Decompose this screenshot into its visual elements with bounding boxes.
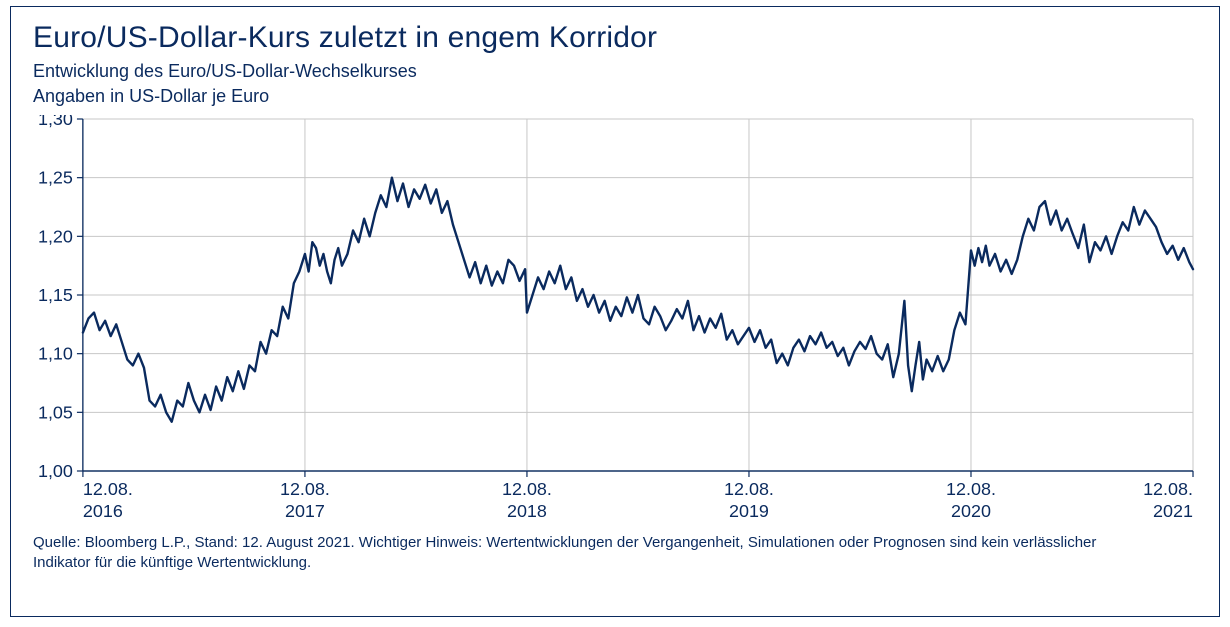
x-tick-label-line1: 12.08. [83, 479, 133, 499]
x-tick-label-line1: 12.08. [1143, 479, 1193, 499]
chart-subtitle: Entwicklung des Euro/US-Dollar-Wechselku… [33, 60, 1197, 83]
y-tick-label: 1,15 [38, 285, 73, 305]
x-tick-label-line2: 2018 [507, 501, 547, 521]
series-line-eurusd [83, 177, 1193, 421]
chart-unit-label: Angaben in US-Dollar je Euro [33, 85, 1197, 108]
y-tick-label: 1,05 [38, 402, 73, 422]
x-tick-label-line2: 2021 [1153, 501, 1193, 521]
line-chart: 1,001,051,101,151,201,251,3012.08.201612… [33, 115, 1197, 525]
chart-frame: Euro/US-Dollar-Kurs zuletzt in engem Kor… [10, 6, 1220, 617]
x-tick-label-line2: 2017 [285, 501, 325, 521]
x-tick-label-line2: 2020 [951, 501, 991, 521]
page: Euro/US-Dollar-Kurs zuletzt in engem Kor… [0, 0, 1230, 627]
y-tick-label: 1,30 [38, 115, 73, 129]
chart-title: Euro/US-Dollar-Kurs zuletzt in engem Kor… [33, 21, 1197, 54]
x-tick-label-line2: 2019 [729, 501, 769, 521]
x-tick-label-line2: 2016 [83, 501, 123, 521]
x-tick-label-line1: 12.08. [502, 479, 552, 499]
chart-area: 1,001,051,101,151,201,251,3012.08.201612… [33, 115, 1197, 525]
x-tick-label-line1: 12.08. [946, 479, 996, 499]
x-tick-label-line1: 12.08. [280, 479, 330, 499]
x-tick-label-line1: 12.08. [724, 479, 774, 499]
y-tick-label: 1,00 [38, 461, 73, 481]
y-tick-label: 1,20 [38, 226, 73, 246]
y-tick-label: 1,25 [38, 167, 73, 187]
y-tick-label: 1,10 [38, 343, 73, 363]
chart-footnote: Quelle: Bloomberg L.P., Stand: 12. Augus… [33, 533, 1153, 574]
